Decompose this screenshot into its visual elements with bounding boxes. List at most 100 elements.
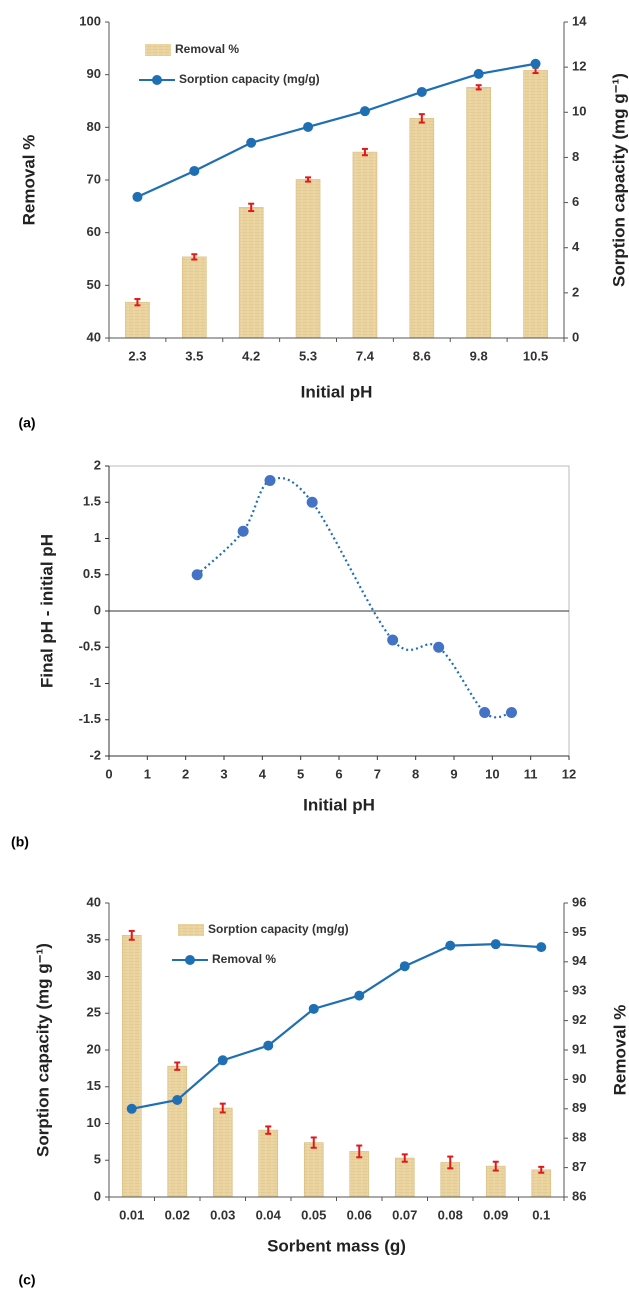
y-tick-label-right: 12 bbox=[572, 59, 586, 74]
scatter-point-1 bbox=[237, 525, 249, 537]
y-tick-label-left: 90 bbox=[87, 66, 101, 81]
x-tick-label: 3 bbox=[220, 766, 227, 781]
x-tick-label: 0.08 bbox=[438, 1207, 463, 1222]
line-point-c-6 bbox=[399, 961, 410, 972]
error-bar-c-0 bbox=[128, 929, 135, 941]
legend-swatch-bar bbox=[145, 44, 171, 56]
y-tick-label-left: 10 bbox=[87, 1115, 101, 1130]
line-point-c-9 bbox=[536, 942, 547, 953]
x-tick-label: 0.04 bbox=[256, 1207, 282, 1222]
line-point-c-5 bbox=[354, 990, 365, 1001]
line-point-c-4 bbox=[308, 1003, 319, 1014]
x-tick-label: 5.3 bbox=[299, 348, 317, 363]
legend-label-line: Sorption capacity (mg/g) bbox=[179, 72, 320, 86]
y-tick-label-right: 10 bbox=[572, 104, 586, 119]
series-line-c bbox=[131, 943, 542, 1110]
y-tick-label-left: 100 bbox=[79, 13, 101, 28]
x-tick-label: 2 bbox=[182, 766, 189, 781]
x-tick-label: 11 bbox=[524, 766, 538, 781]
y-tick-label: -1.5 bbox=[79, 711, 101, 726]
panel-label-c: (c) bbox=[18, 1272, 35, 1288]
legend-label-line: Removal % bbox=[212, 952, 276, 966]
error-bar-a-4 bbox=[361, 147, 368, 157]
y-axis-title-left: Removal % bbox=[19, 135, 38, 226]
line-point-c-1 bbox=[172, 1094, 183, 1105]
x-tick-label: 0.07 bbox=[392, 1207, 417, 1222]
legend-marker bbox=[185, 955, 195, 965]
legend: Removal % Sorption capacity (mg/g) bbox=[139, 42, 320, 86]
y-tick-label-right: 87 bbox=[572, 1159, 586, 1174]
panel-label-a: (a) bbox=[18, 415, 35, 431]
x-tick-label: 0.01 bbox=[119, 1207, 144, 1222]
scatter-point-7 bbox=[506, 707, 517, 718]
scatter-point-5 bbox=[433, 641, 445, 653]
panel-label-b: (b) bbox=[11, 834, 29, 850]
error-bar-c-7 bbox=[447, 1155, 454, 1170]
error-bar-a-2 bbox=[248, 202, 255, 213]
y-tick-label-left: 25 bbox=[87, 1005, 101, 1020]
x-tick-label: 3.5 bbox=[185, 348, 203, 363]
y-tick-label-right: 6 bbox=[572, 194, 579, 209]
y-tick-label-right: 96 bbox=[572, 894, 586, 909]
y-axis-title-right: Removal % bbox=[610, 1005, 629, 1096]
y-tick-label-left: 70 bbox=[87, 171, 101, 186]
y-tick-label-left: 20 bbox=[87, 1041, 101, 1056]
line-point-c-0 bbox=[126, 1103, 137, 1114]
y-tick-label: 2 bbox=[94, 457, 101, 472]
x-tick-label: 10.5 bbox=[523, 348, 548, 363]
y-tick-label-right: 8 bbox=[572, 149, 579, 164]
x-tick-label: 0.05 bbox=[301, 1207, 326, 1222]
x-tick-label: 7 bbox=[374, 766, 381, 781]
line-point-a-4 bbox=[359, 106, 370, 117]
bar-c-1 bbox=[167, 1065, 188, 1198]
bar-c-4 bbox=[303, 1142, 324, 1198]
scatter-point-3 bbox=[306, 496, 318, 508]
y-tick-label-right: 90 bbox=[572, 1071, 586, 1086]
y-tick-label: 1.5 bbox=[83, 494, 101, 509]
y-axis-title-left: Sorption capacity (mg g⁻¹) bbox=[33, 943, 52, 1157]
line-point-c-3 bbox=[263, 1040, 274, 1051]
x-tick-label: 0.09 bbox=[483, 1207, 508, 1222]
x-tick-label: 0.03 bbox=[210, 1207, 235, 1222]
y-tick-label-left: 15 bbox=[87, 1078, 101, 1093]
y-tick-label-right: 92 bbox=[572, 1012, 586, 1027]
x-tick-label: 7.4 bbox=[356, 348, 375, 363]
error-bar-a-6 bbox=[475, 84, 482, 91]
y-tick-label: -2 bbox=[89, 747, 101, 762]
y-tick-label-right: 88 bbox=[572, 1130, 586, 1145]
error-bar-c-9 bbox=[538, 1165, 545, 1174]
line-point-c-2 bbox=[217, 1055, 228, 1066]
x-tick-label: 8 bbox=[412, 766, 419, 781]
bar-c-0 bbox=[121, 935, 142, 1198]
y-tick-label-right: 95 bbox=[572, 924, 586, 939]
legend-label-bar: Sorption capacity (mg/g) bbox=[208, 922, 349, 936]
y-tick-label: -1 bbox=[89, 675, 101, 690]
scatter-point-4 bbox=[387, 634, 399, 646]
line-point-a-1 bbox=[189, 165, 200, 176]
x-tick-label: 0.06 bbox=[347, 1207, 372, 1222]
bar-a-3 bbox=[295, 179, 321, 339]
x-axis-title: Initial pH bbox=[303, 795, 375, 814]
bar-a-6 bbox=[466, 87, 491, 339]
bar-a-2 bbox=[238, 207, 264, 339]
x-tick-label: 2.3 bbox=[128, 348, 146, 363]
x-axis-title: Initial pH bbox=[301, 382, 373, 401]
y-axis-title: Final pH - initial pH bbox=[37, 534, 56, 688]
x-tick-label: 9.8 bbox=[470, 348, 488, 363]
error-bar-a-1 bbox=[191, 253, 198, 261]
legend: Sorption capacity (mg/g) Removal % bbox=[172, 922, 349, 966]
x-tick-label: 4.2 bbox=[242, 348, 260, 363]
x-tick-label: 1 bbox=[144, 766, 151, 781]
error-bar-c-1 bbox=[174, 1061, 181, 1071]
x-tick-label: 4 bbox=[259, 766, 267, 781]
bar-c-6 bbox=[394, 1157, 415, 1198]
chart-panel-b: -2-1.5-1-0.500.511.520 1 2 3 4 5 6 7 8 9 10 11 12Ini… bbox=[11, 457, 576, 849]
bar-a-1 bbox=[182, 256, 207, 339]
bar-c-3 bbox=[258, 1129, 279, 1198]
x-tick-label: 0.1 bbox=[532, 1207, 550, 1222]
x-tick-label: 0 bbox=[105, 766, 112, 781]
y-tick-label: -0.5 bbox=[79, 639, 101, 654]
line-point-c-8 bbox=[490, 939, 501, 950]
y-tick-label: 1 bbox=[94, 530, 101, 545]
